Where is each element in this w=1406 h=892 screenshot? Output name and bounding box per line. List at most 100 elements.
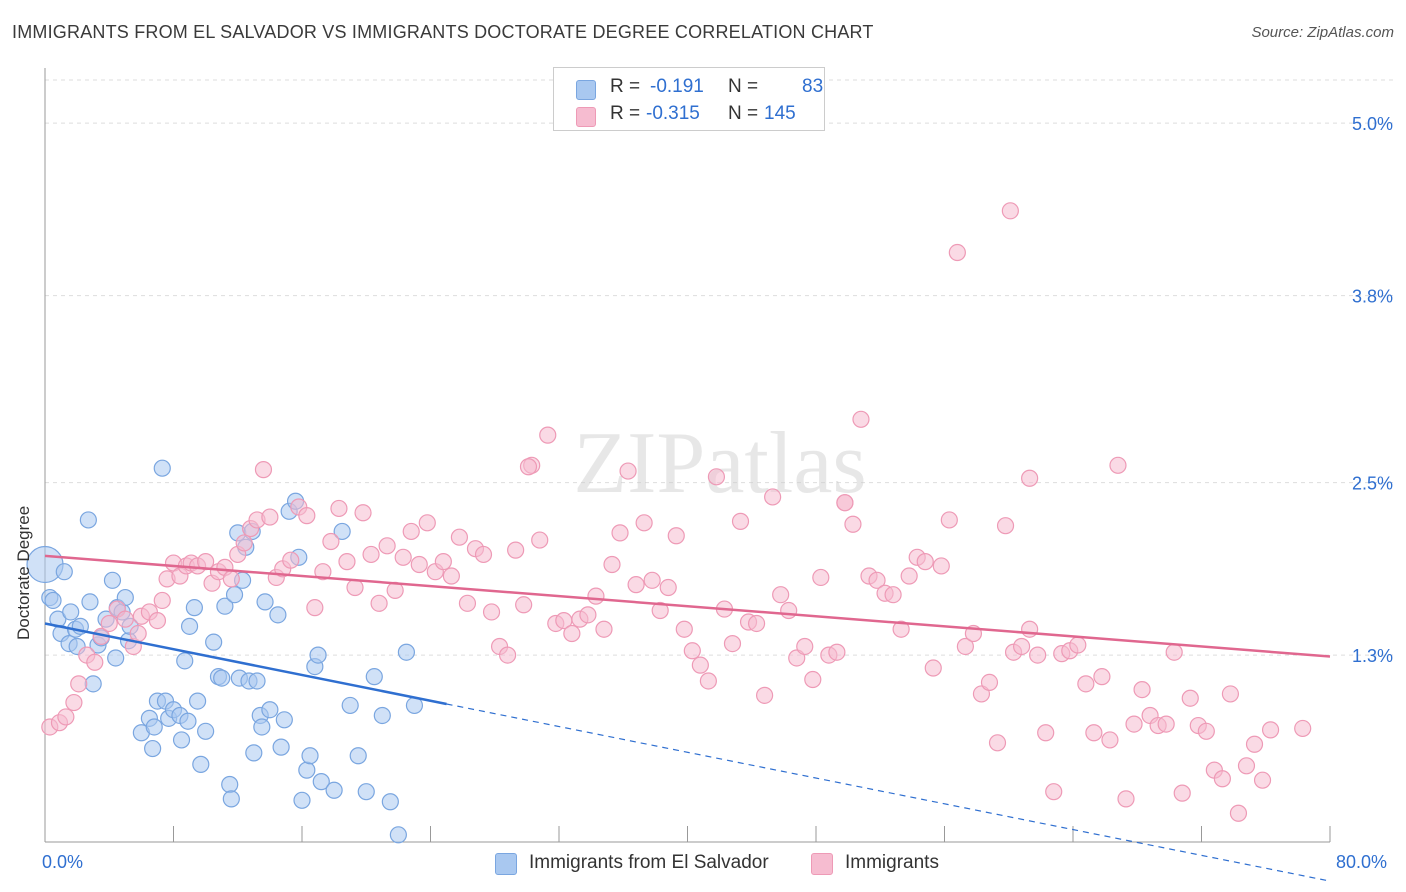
immigrants-point bbox=[884, 586, 902, 604]
immigrants-point bbox=[1109, 456, 1127, 474]
el-salvador-point bbox=[349, 747, 367, 765]
immigrants-point bbox=[499, 646, 517, 664]
el-salvador-point bbox=[293, 791, 311, 809]
immigrants-point bbox=[956, 637, 974, 656]
immigrants-point bbox=[1001, 202, 1019, 220]
x-tick-label-max: 80.0% bbox=[1336, 852, 1388, 872]
immigrants-point bbox=[261, 508, 279, 526]
watermark: ZIPatlas bbox=[573, 415, 866, 512]
legend-label: Immigrants from El Salvador bbox=[529, 852, 769, 873]
immigrants-point bbox=[1261, 721, 1280, 739]
legend-n-label: N = bbox=[728, 103, 759, 124]
immigrants-point bbox=[153, 591, 171, 610]
immigrants-point bbox=[1093, 668, 1111, 686]
el-salvador-point bbox=[365, 668, 383, 686]
immigrants-point bbox=[70, 675, 88, 693]
immigrants-point bbox=[1125, 715, 1143, 733]
el-salvador-point bbox=[176, 652, 194, 670]
x-tick-label-min: 0.0% bbox=[42, 852, 84, 872]
immigrants-point bbox=[772, 586, 790, 604]
immigrants-point bbox=[924, 659, 942, 677]
immigrants-point bbox=[699, 672, 717, 690]
immigrants-point bbox=[579, 606, 597, 624]
immigrants-point bbox=[378, 537, 396, 555]
immigrants-point bbox=[836, 494, 854, 512]
el-salvador-point bbox=[275, 711, 293, 729]
legend-swatch-blue bbox=[576, 80, 596, 100]
el-salvador-point bbox=[188, 692, 207, 710]
series-immigrants-points bbox=[41, 202, 1312, 822]
immigrants-point bbox=[282, 551, 300, 569]
el-salvador-point bbox=[225, 586, 244, 604]
el-salvador-point bbox=[269, 606, 287, 624]
immigrants-point bbox=[539, 426, 557, 444]
immigrants-point bbox=[595, 620, 613, 638]
immigrants-point bbox=[667, 527, 685, 545]
el-salvador-point bbox=[312, 773, 330, 791]
immigrants-point bbox=[418, 514, 436, 532]
immigrants-point bbox=[1029, 646, 1047, 664]
immigrants-point bbox=[988, 734, 1007, 752]
el-salvador-point bbox=[62, 603, 80, 621]
y-tick-label: 3.8% bbox=[1352, 287, 1393, 307]
el-salvador-point bbox=[298, 761, 316, 779]
correlation-legend: R = -0.191 N = 83 R = -0.315 N = 145 bbox=[553, 67, 825, 131]
immigrants-point bbox=[1237, 757, 1256, 775]
immigrants-point bbox=[116, 610, 134, 628]
immigrants-point bbox=[940, 511, 958, 529]
immigrants-point bbox=[651, 601, 669, 620]
y-axis-label: Doctorate Degree bbox=[14, 505, 33, 640]
immigrants-point bbox=[100, 614, 118, 633]
immigrants-point bbox=[507, 541, 525, 559]
el-salvador-point bbox=[256, 593, 274, 611]
immigrants-point bbox=[587, 587, 605, 605]
immigrants-point bbox=[852, 410, 870, 428]
immigrants-point bbox=[1294, 719, 1312, 738]
el-salvador-point bbox=[55, 563, 73, 581]
immigrants-point bbox=[1197, 722, 1215, 740]
immigrants-point bbox=[780, 601, 798, 620]
immigrants-point bbox=[442, 567, 460, 585]
grid-lines bbox=[45, 79, 1395, 656]
immigrants-point bbox=[346, 578, 364, 597]
el-salvador-point bbox=[216, 597, 234, 615]
el-salvador-point bbox=[261, 701, 279, 719]
immigrants-point bbox=[1012, 637, 1031, 656]
immigrants-point bbox=[1077, 675, 1095, 693]
immigrants-point bbox=[434, 553, 452, 571]
immigrants-point bbox=[764, 488, 782, 506]
el-salvador-point bbox=[221, 775, 239, 794]
immigrants-point bbox=[683, 642, 701, 660]
y-tick-labels: 1.3% 2.5% 3.8% 5.0% bbox=[1352, 114, 1393, 666]
immigrants-point bbox=[659, 578, 677, 597]
immigrants-point bbox=[1037, 724, 1055, 742]
immigrants-point bbox=[338, 553, 356, 571]
immigrants-point bbox=[1101, 731, 1119, 749]
immigrants-point bbox=[723, 634, 742, 653]
el-salvador-trend-line bbox=[44, 622, 447, 706]
el-salvador-point bbox=[145, 718, 163, 736]
immigrants-point bbox=[458, 594, 477, 612]
immigrants-point bbox=[1181, 689, 1199, 707]
immigrants-point bbox=[635, 514, 653, 532]
immigrants-point bbox=[370, 594, 388, 612]
legend-n-label: N = bbox=[728, 76, 759, 97]
immigrants-point bbox=[515, 596, 533, 614]
el-salvador-point bbox=[79, 511, 97, 529]
immigrants-point bbox=[844, 515, 862, 533]
immigrants-point bbox=[691, 656, 709, 674]
immigrants-point bbox=[1165, 643, 1183, 661]
immigrants-point bbox=[1117, 790, 1135, 808]
immigrants-point bbox=[563, 624, 581, 643]
el-salvador-point bbox=[222, 790, 240, 808]
immigrants-point bbox=[1069, 636, 1087, 654]
el-salvador-point bbox=[341, 696, 359, 715]
immigrants-point bbox=[1213, 770, 1231, 788]
legend-label: Immigrants bbox=[845, 852, 939, 873]
immigrants-point bbox=[1021, 469, 1039, 487]
immigrants-point bbox=[314, 563, 332, 581]
el-salvador-point bbox=[333, 522, 351, 541]
immigrants-point bbox=[531, 531, 549, 549]
el-salvador-point bbox=[325, 781, 343, 799]
